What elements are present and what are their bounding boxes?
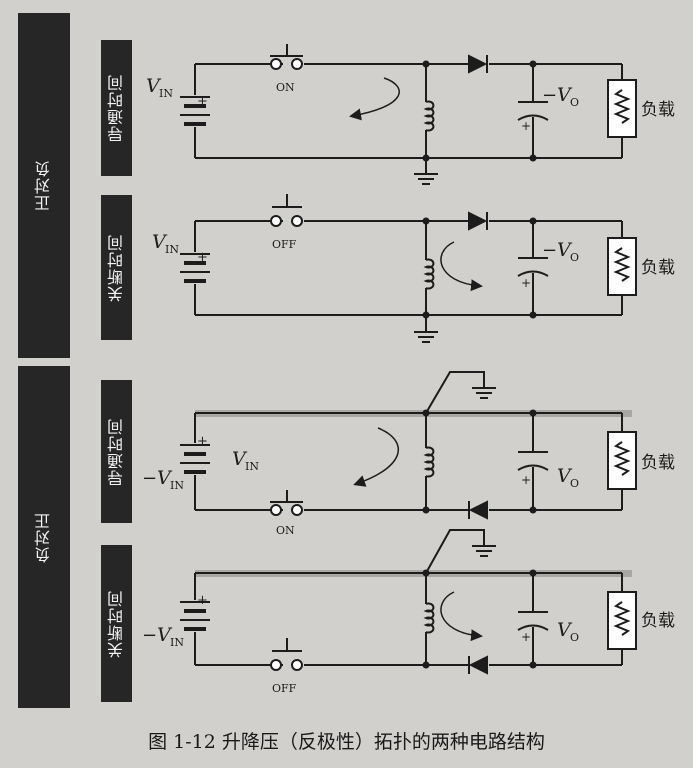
vout-subscript-1: O xyxy=(570,96,579,109)
switch-state-label-3: ON xyxy=(276,524,295,537)
vin-subscript-1: IN xyxy=(159,87,173,100)
switch-off-4 xyxy=(270,638,303,671)
vout-subscript-3: O xyxy=(570,477,579,490)
vout-label-4: V xyxy=(557,619,573,641)
input-battery-1 xyxy=(180,96,210,126)
battery-plus-4: + xyxy=(197,593,208,608)
ground-1 xyxy=(414,158,438,185)
diode-4 xyxy=(468,655,488,675)
vin-label-2: V xyxy=(152,231,168,253)
inductor-4 xyxy=(423,602,435,634)
load-resistor-box-1 xyxy=(607,79,637,138)
vin-label-1: V xyxy=(146,75,162,97)
vin-minus-3: − xyxy=(142,468,157,489)
vout-label-3: V xyxy=(557,465,573,487)
current-loop-arrow-2 xyxy=(440,241,483,292)
capacitor-2 xyxy=(517,257,549,277)
cap-plus-2: + xyxy=(521,276,531,290)
load-resistor-zigzag-1 xyxy=(613,89,631,124)
switch-state-label-2: OFF xyxy=(272,238,297,251)
vin-label-4: V xyxy=(157,624,173,646)
vout-label-2: V xyxy=(557,239,573,261)
cap-plus-3: + xyxy=(521,473,531,487)
current-loop-arrow-3 xyxy=(353,427,399,487)
phase-bar-1: 导通时间 xyxy=(101,40,132,176)
switch-off-2 xyxy=(270,194,303,227)
vout-subscript-2: O xyxy=(570,251,579,264)
circuit-panel-1 xyxy=(194,63,623,159)
cap-plus-1: + xyxy=(521,119,531,133)
inductor-2 xyxy=(423,258,435,290)
load-resistor-box-2 xyxy=(607,237,637,296)
phase-bar-2: 关断时间 xyxy=(101,195,132,340)
current-loop-arrow-4 xyxy=(440,591,483,642)
vin-minus-4: − xyxy=(142,625,157,646)
vin-label-3b: V xyxy=(232,448,248,470)
load-label-1: 负载 xyxy=(641,100,675,120)
load-label-3: 负载 xyxy=(641,453,675,473)
input-battery-3 xyxy=(180,444,210,474)
figure-caption: 图 1-12 升降压（反极性）拓扑的两种电路结构 xyxy=(148,731,545,753)
diode-2 xyxy=(468,211,488,231)
ground-4 xyxy=(425,529,496,574)
circuit-panel-3 xyxy=(194,412,623,511)
switch-state-label-1: ON xyxy=(276,81,295,94)
inductor-3 xyxy=(423,446,435,478)
vin-subscript-4: IN xyxy=(170,636,184,649)
vout-subscript-4: O xyxy=(570,631,579,644)
circuit-panel-2 xyxy=(194,220,623,316)
cap-plus-4: + xyxy=(521,630,531,644)
vin-subscript-3b: IN xyxy=(245,460,259,473)
load-resistor-zigzag-2 xyxy=(613,247,631,282)
load-resistor-box-4 xyxy=(607,591,637,650)
capacitor-1 xyxy=(517,101,549,121)
battery-plus-3: + xyxy=(197,434,208,449)
load-label-2: 负载 xyxy=(641,258,675,278)
battery-plus-1: + xyxy=(197,94,208,109)
vin-label-3: V xyxy=(157,467,173,489)
vin-subscript-3: IN xyxy=(170,479,184,492)
circuit-panel-4 xyxy=(194,572,623,666)
capacitor-4 xyxy=(517,611,549,631)
input-battery-2 xyxy=(180,253,210,283)
group-bar-negative-to-positive: 负对正 xyxy=(18,366,70,708)
switch-state-label-4: OFF xyxy=(272,682,297,695)
vin-subscript-2: IN xyxy=(165,243,179,256)
switch-on-1 xyxy=(270,44,303,70)
group-bar-positive-to-negative: 正对负 xyxy=(18,13,70,358)
vout-minus-1: − xyxy=(542,85,557,106)
input-battery-4 xyxy=(180,601,210,631)
ground-3 xyxy=(425,371,496,414)
load-resistor-box-3 xyxy=(607,431,637,490)
phase-bar-4: 关断时间 xyxy=(101,545,132,702)
diode-1 xyxy=(468,54,488,74)
vout-minus-2: − xyxy=(542,240,557,261)
current-loop-arrow-1 xyxy=(349,77,400,121)
capacitor-3 xyxy=(517,451,549,471)
ground-2 xyxy=(414,315,438,343)
inductor-1 xyxy=(423,100,435,132)
load-resistor-zigzag-4 xyxy=(613,601,631,636)
phase-bar-3: 导通时间 xyxy=(101,380,132,523)
switch-on-3 xyxy=(270,490,303,516)
load-resistor-zigzag-3 xyxy=(613,441,631,476)
diode-3 xyxy=(468,500,488,520)
load-label-4: 负载 xyxy=(641,611,675,631)
battery-plus-2: + xyxy=(197,250,208,265)
vout-label-1: V xyxy=(557,84,573,106)
